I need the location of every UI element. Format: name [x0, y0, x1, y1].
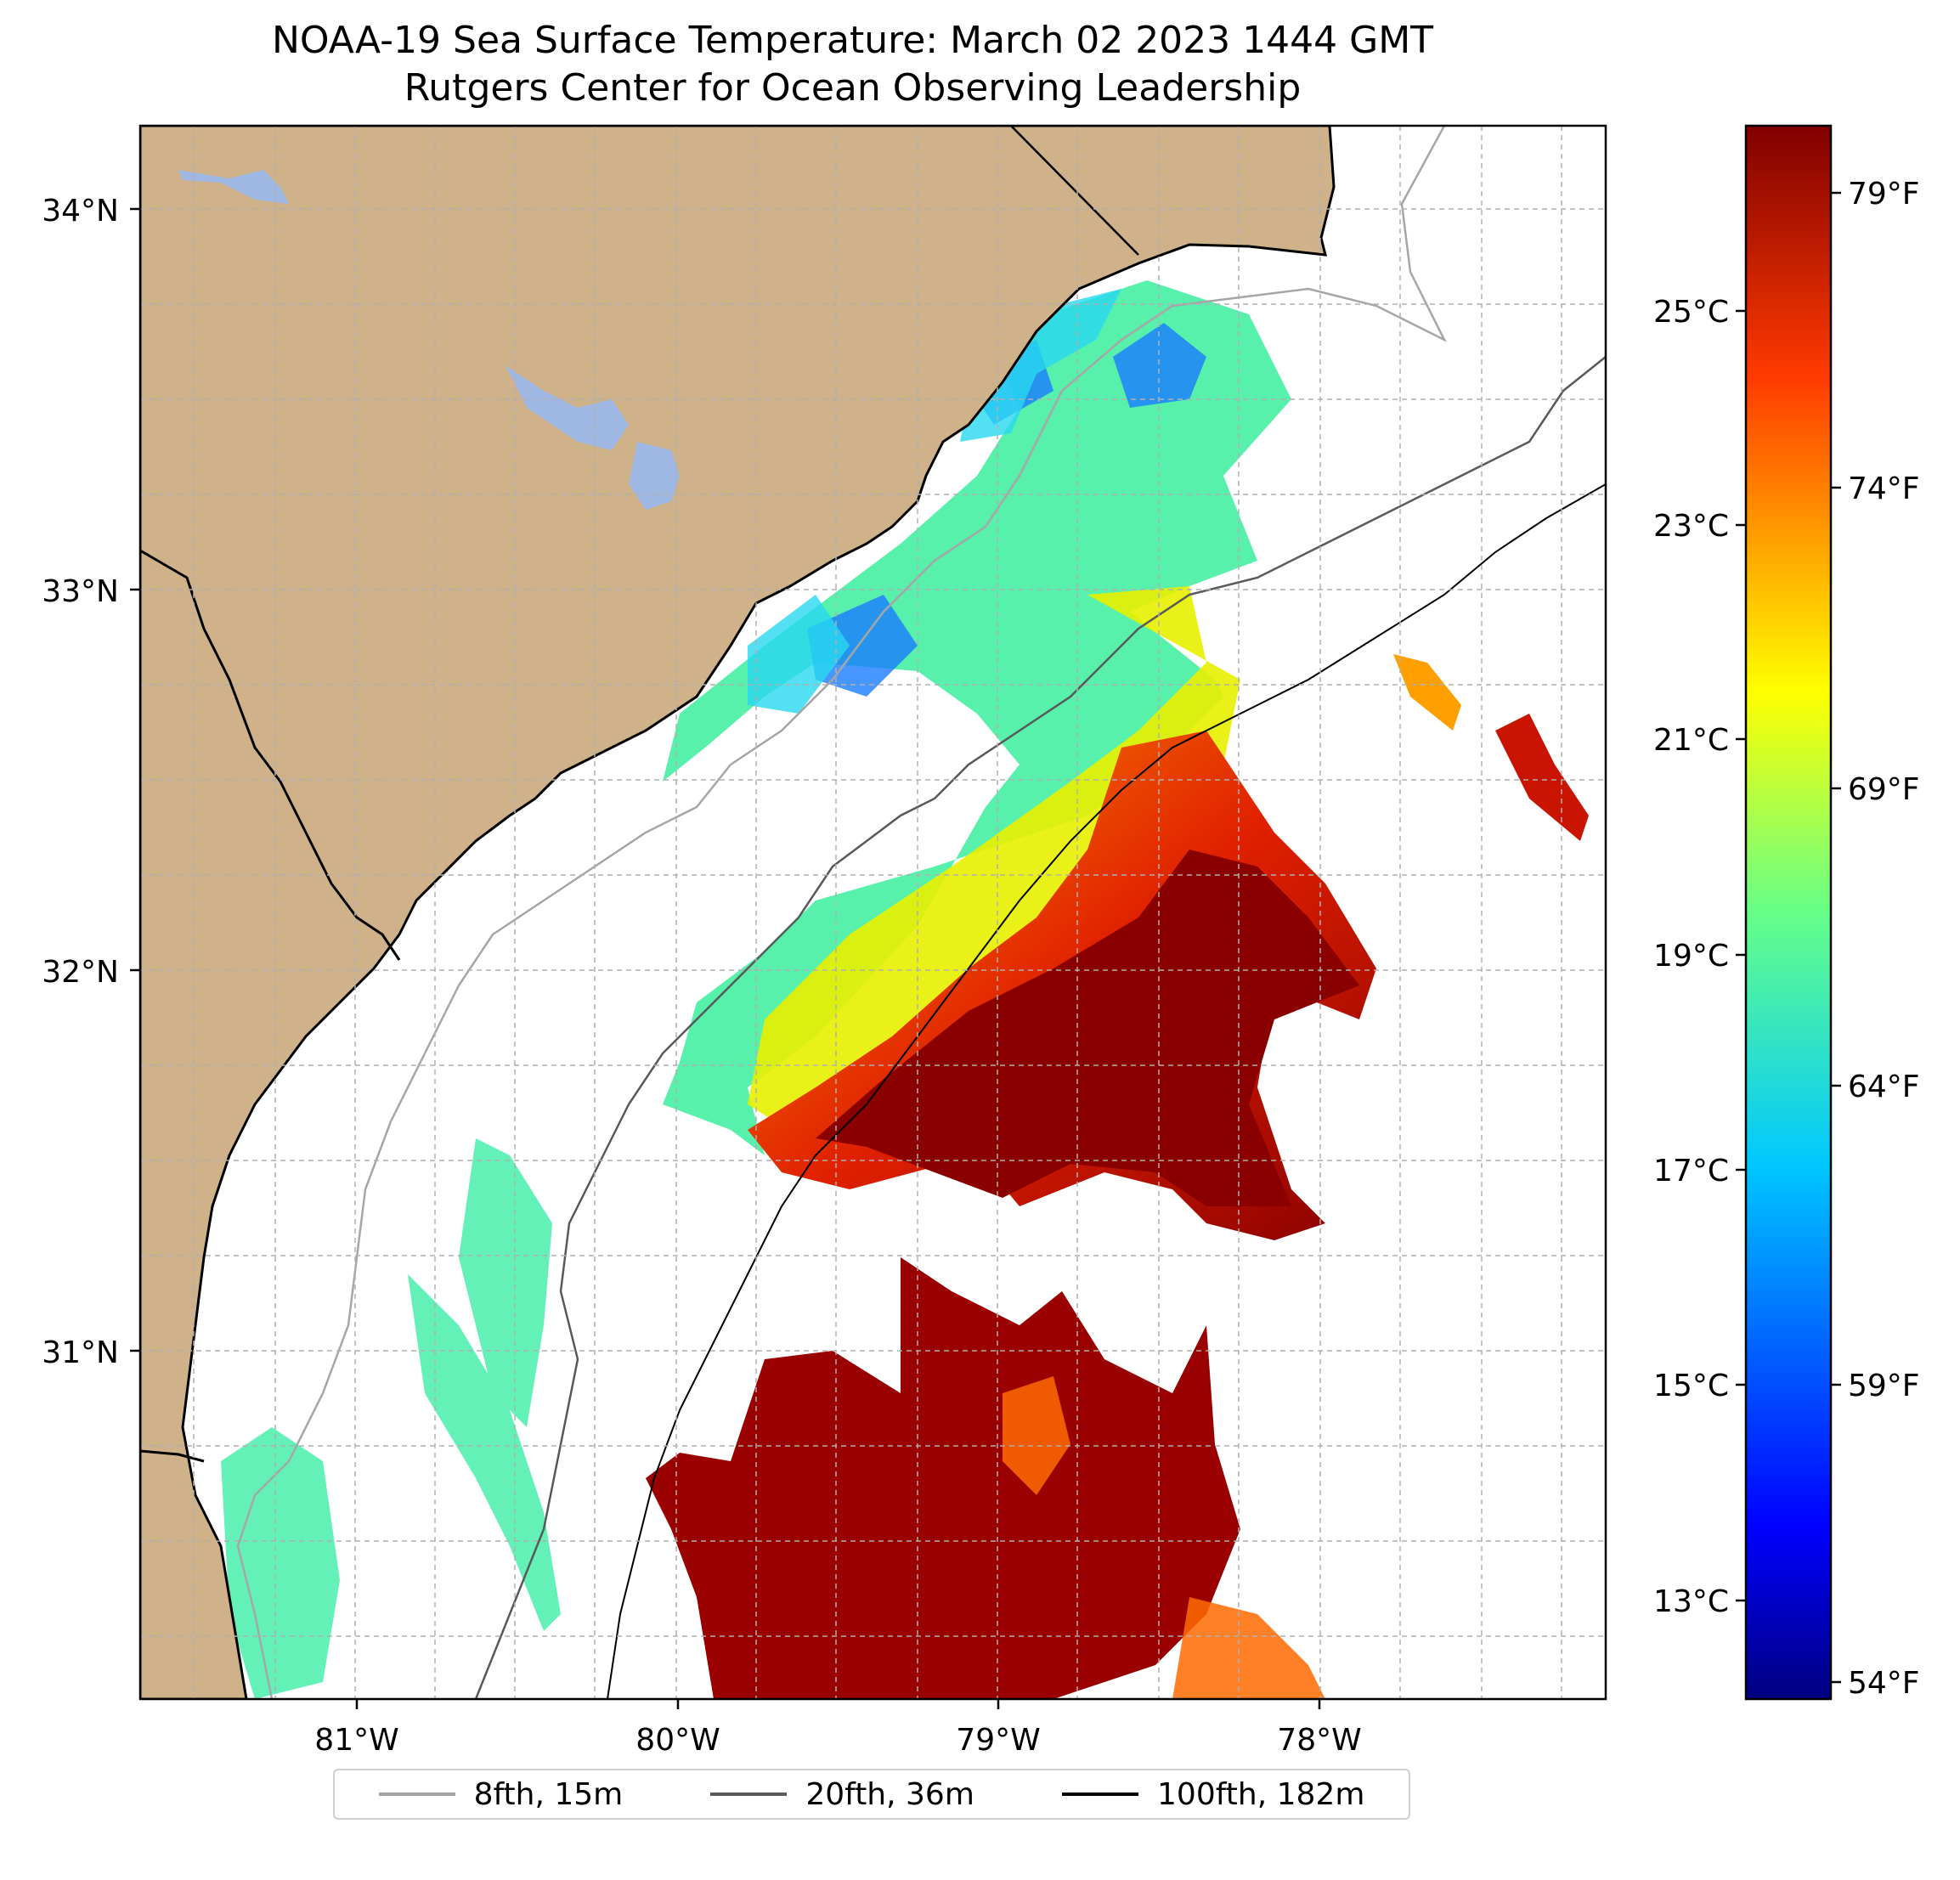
colorbar-ticks [1736, 191, 1841, 1684]
celsius-label: 23°C [1653, 509, 1729, 544]
celsius-label: 21°C [1653, 723, 1729, 758]
colorbar [1744, 124, 1833, 1701]
land-mainland [140, 126, 1336, 1699]
legend-item-20fth: 20fth, 36m [710, 1777, 974, 1812]
legend-label: 20fth, 36m [805, 1776, 974, 1812]
legend-item-100fth: 100fth, 182m [1062, 1777, 1364, 1812]
legend-item-8fth: 8fth, 15m [378, 1776, 624, 1812]
lon-labels: 81°W 80°W 79°W 78°W [314, 1723, 1361, 1758]
lon-label: 81°W [314, 1723, 398, 1758]
sst-offshore-patch-2 [1393, 654, 1461, 731]
inland-border-south [140, 1449, 205, 1463]
colorbar-fahrenheit-labels: 79°F 74°F 69°F 64°F 59°F 54°F [1848, 177, 1920, 1701]
lon-label: 78°W [1277, 1723, 1361, 1758]
celsius-label: 15°C [1653, 1369, 1729, 1403]
fahrenheit-label: 74°F [1848, 471, 1920, 506]
sst-gulfstream-core [816, 850, 1359, 1206]
celsius-label: 13°C [1653, 1584, 1729, 1619]
fahrenheit-label: 59°F [1848, 1369, 1920, 1403]
fahrenheit-label: 64°F [1848, 1070, 1920, 1104]
isobath-legend: 8fth, 15m 20fth, 36m 100fth, 182m [333, 1769, 1410, 1820]
lake-marion [506, 365, 629, 450]
lat-label: 31°N [42, 1335, 119, 1370]
sst-southern-orange [1003, 1376, 1325, 1699]
legend-line-dark-gray [710, 1792, 788, 1796]
fahrenheit-label: 69°F [1848, 772, 1920, 807]
lake-moultrie [629, 442, 680, 510]
graticule [140, 126, 1606, 1699]
map-frame [138, 124, 1607, 1701]
isobath-20fth [474, 356, 1606, 1699]
lat-labels: 34°N 33°N 32°N 31°N [42, 194, 119, 1370]
fahrenheit-label: 79°F [1848, 177, 1920, 212]
lon-label: 80°W [635, 1723, 720, 1758]
sst-shelf-cool [663, 280, 1291, 1155]
lon-label: 79°W [956, 1723, 1040, 1758]
sst-southern-warm [646, 1257, 1240, 1699]
sst-southwest-cool [221, 1138, 561, 1699]
sst-transition-yellow [748, 586, 1240, 1147]
colorbar-celsius-labels: 25°C 23°C 21°C 19°C 17°C 15°C 13°C [1653, 295, 1729, 1619]
lake-north [178, 170, 289, 204]
fahrenheit-label: 54°F [1848, 1666, 1920, 1701]
state-border [1010, 126, 1139, 256]
axis-ticks [130, 207, 1321, 1709]
lat-label: 33°N [42, 574, 119, 609]
sst-offshore-patch-1 [1495, 714, 1589, 841]
legend-label: 8fth, 15m [473, 1776, 624, 1812]
sst-nearshore-cyan [748, 289, 1121, 714]
isobath-8fth [236, 126, 1447, 1699]
legend-line-black [1062, 1792, 1139, 1796]
lat-label: 34°N [42, 194, 119, 229]
lat-label: 32°N [42, 955, 119, 990]
legend-line-light-gray [378, 1792, 455, 1796]
inland-border [140, 549, 401, 961]
map-subtitle: Rutgers Center for Ocean Observing Leade… [404, 66, 1302, 110]
map-title: NOAA-19 Sea Surface Temperature: March 0… [271, 19, 1434, 62]
legend-label: 100fth, 182m [1157, 1776, 1365, 1812]
celsius-label: 25°C [1653, 295, 1729, 330]
celsius-label: 19°C [1653, 939, 1729, 974]
celsius-label: 17°C [1653, 1154, 1729, 1188]
isobath-100fth [607, 483, 1606, 1699]
